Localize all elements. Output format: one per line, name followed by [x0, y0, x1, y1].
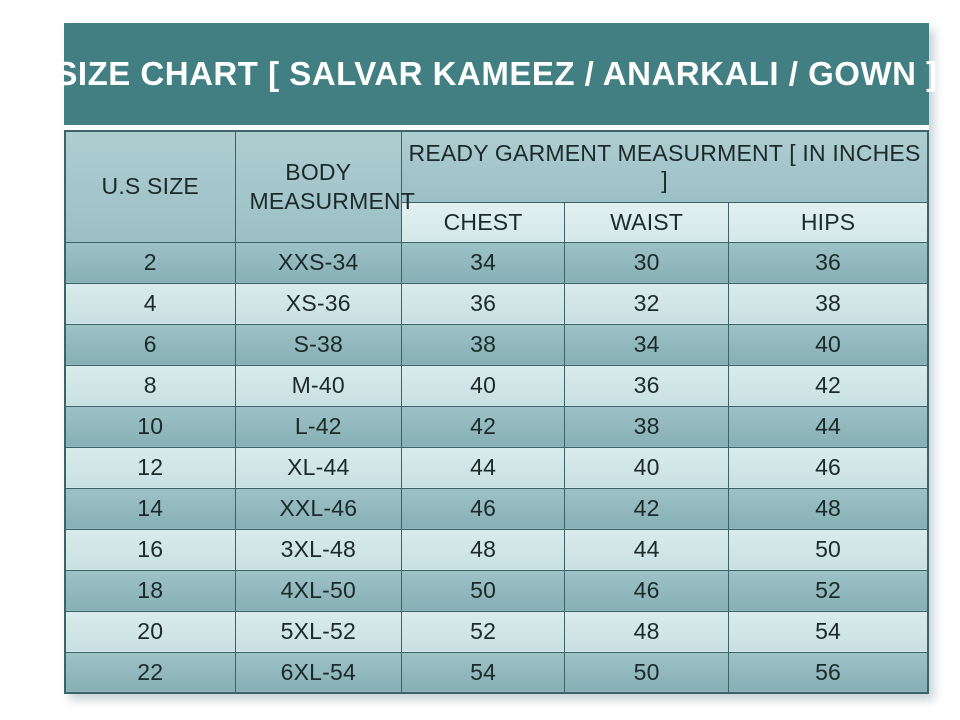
- cell-chest: 48: [401, 528, 566, 571]
- cell-body-measurment: M-40: [234, 364, 403, 407]
- cell-hips: 36: [728, 241, 929, 284]
- cell-chest: 52: [401, 610, 566, 653]
- cell-us-size: 10: [64, 405, 236, 448]
- table-row: 4 XS-36 36 32 38: [64, 282, 929, 325]
- col-header-waist: WAIST: [564, 201, 730, 243]
- cell-body-measurment: S-38: [234, 323, 403, 366]
- table-row: 18 4XL-50 50 46 52: [64, 569, 929, 612]
- cell-chest: 38: [401, 323, 566, 366]
- cell-waist: 50: [564, 651, 730, 694]
- cell-hips: 54: [728, 610, 929, 653]
- table-header: U.S SIZE BODY MEASURMENT READY GARMENT M…: [64, 130, 929, 243]
- cell-chest: 44: [401, 446, 566, 489]
- chart-title: SIZE CHART [ SALVAR KAMEEZ / ANARKALI / …: [55, 55, 938, 92]
- cell-hips: 40: [728, 323, 929, 366]
- cell-us-size: 2: [64, 241, 236, 284]
- cell-waist: 40: [564, 446, 730, 489]
- cell-waist: 38: [564, 405, 730, 448]
- title-bar: SIZE CHART [ SALVAR KAMEEZ / ANARKALI / …: [55, 23, 937, 125]
- cell-hips: 44: [728, 405, 929, 448]
- cell-chest: 42: [401, 405, 566, 448]
- cell-us-size: 14: [64, 487, 236, 530]
- cell-hips: 52: [728, 569, 929, 612]
- cell-hips: 48: [728, 487, 929, 530]
- cell-us-size: 8: [64, 364, 236, 407]
- cell-hips: 56: [728, 651, 929, 694]
- cell-body-measurment: XXS-34: [234, 241, 403, 284]
- col-header-body-measurment: BODY MEASURMENT: [234, 130, 415, 243]
- cell-chest: 40: [401, 364, 566, 407]
- cell-us-size: 20: [64, 610, 236, 653]
- cell-body-measurment: 6XL-54: [234, 651, 403, 694]
- cell-hips: 50: [728, 528, 929, 571]
- cell-body-measurment: XL-44: [234, 446, 403, 489]
- cell-waist: 34: [564, 323, 730, 366]
- col-header-us-size: U.S SIZE: [64, 130, 236, 243]
- title-divider: [64, 125, 929, 130]
- table-row: 22 6XL-54 54 50 56: [64, 651, 929, 694]
- col-header-chest: CHEST: [401, 201, 566, 243]
- cell-hips: 38: [728, 282, 929, 325]
- cell-waist: 44: [564, 528, 730, 571]
- header-row-main: U.S SIZE BODY MEASURMENT READY GARMENT M…: [64, 130, 929, 243]
- cell-us-size: 22: [64, 651, 236, 694]
- cell-us-size: 18: [64, 569, 236, 612]
- col-header-hips: HIPS: [728, 201, 929, 243]
- cell-body-measurment: XS-36: [234, 282, 403, 325]
- cell-waist: 30: [564, 241, 730, 284]
- table-row: 12 XL-44 44 40 46: [64, 446, 929, 489]
- cell-us-size: 4: [64, 282, 236, 325]
- cell-hips: 46: [728, 446, 929, 489]
- cell-us-size: 12: [64, 446, 236, 489]
- size-table: U.S SIZE BODY MEASURMENT READY GARMENT M…: [64, 130, 929, 694]
- cell-chest: 54: [401, 651, 566, 694]
- cell-body-measurment: 3XL-48: [234, 528, 403, 571]
- cell-waist: 46: [564, 569, 730, 612]
- cell-us-size: 6: [64, 323, 236, 366]
- cell-body-measurment: 5XL-52: [234, 610, 403, 653]
- cell-waist: 42: [564, 487, 730, 530]
- table-row: 20 5XL-52 52 48 54: [64, 610, 929, 653]
- cell-waist: 36: [564, 364, 730, 407]
- cell-waist: 48: [564, 610, 730, 653]
- cell-body-measurment: L-42: [234, 405, 403, 448]
- header-row-sub: CHEST WAIST HIPS: [65, 201, 929, 243]
- cell-chest: 36: [401, 282, 566, 325]
- table-row: 6 S-38 38 34 40: [64, 323, 929, 366]
- table-row: 2 XXS-34 34 30 36: [64, 241, 929, 284]
- cell-us-size: 16: [64, 528, 236, 571]
- table-row: 14 XXL-46 46 42 48: [64, 487, 929, 530]
- cell-body-measurment: 4XL-50: [234, 569, 403, 612]
- cell-waist: 32: [564, 282, 730, 325]
- cell-chest: 34: [401, 241, 566, 284]
- cell-hips: 42: [728, 364, 929, 407]
- table-row: 16 3XL-48 48 44 50: [64, 528, 929, 571]
- cell-chest: 50: [401, 569, 566, 612]
- table-row: 10 L-42 42 38 44: [64, 405, 929, 448]
- size-chart: SIZE CHART [ SALVAR KAMEEZ / ANARKALI / …: [55, 23, 937, 694]
- cell-body-measurment: XXL-46: [234, 487, 403, 530]
- cell-chest: 46: [401, 487, 566, 530]
- table-body: 2 XXS-34 34 30 36 4 XS-36 36 32 38 6 S-3…: [64, 241, 929, 694]
- group-header-ready-garment: READY GARMENT MEASURMENT [ IN INCHES ]: [401, 130, 929, 203]
- table-row: 8 M-40 40 36 42: [64, 364, 929, 407]
